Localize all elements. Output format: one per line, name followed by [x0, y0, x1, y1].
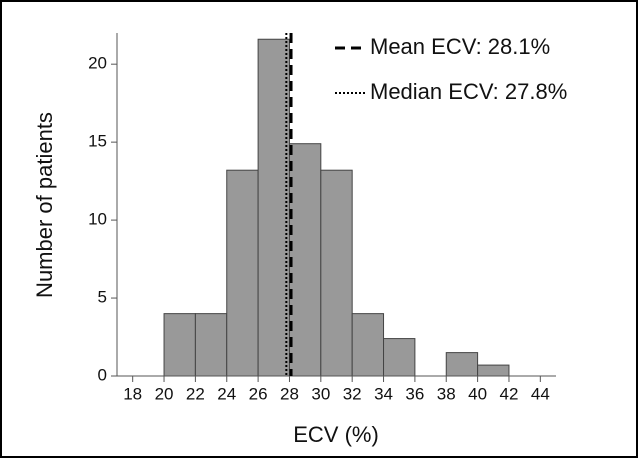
bar	[163, 313, 196, 377]
x-tick-label: 26	[249, 384, 268, 403]
y-tick-label: 5	[98, 288, 107, 307]
x-tick-label: 42	[500, 384, 519, 403]
x-tick-label: 40	[468, 384, 487, 403]
bar	[257, 38, 290, 377]
y-tick-label: 15	[88, 132, 107, 151]
bar	[320, 169, 353, 377]
bar	[288, 143, 322, 377]
x-tick-label: 36	[405, 384, 424, 403]
bar	[226, 169, 259, 377]
legend-label: Median ECV: 27.8%	[370, 79, 567, 104]
y-tick-label: 0	[98, 365, 107, 384]
x-tick-label: 44	[531, 384, 550, 403]
x-tick-label: 32	[343, 384, 362, 403]
bar	[383, 338, 416, 377]
x-tick-label: 20	[155, 384, 174, 403]
bar	[445, 352, 479, 377]
x-tick-label: 38	[437, 384, 456, 403]
x-tick-label: 18	[123, 384, 142, 403]
bar	[194, 313, 228, 377]
y-axis-label: Number of patients	[32, 112, 57, 298]
legend-label: Mean ECV: 28.1%	[370, 34, 550, 59]
x-tick-label: 30	[311, 384, 330, 403]
bar	[351, 313, 385, 377]
y-tick-label: 10	[88, 210, 107, 229]
x-axis-label: ECV (%)	[293, 422, 379, 447]
bar	[477, 364, 510, 377]
x-tick-label: 22	[186, 384, 205, 403]
y-tick-label: 20	[88, 54, 107, 73]
x-tick-label: 34	[374, 384, 393, 403]
x-tick-label: 28	[280, 384, 299, 403]
x-tick-label: 24	[217, 384, 236, 403]
